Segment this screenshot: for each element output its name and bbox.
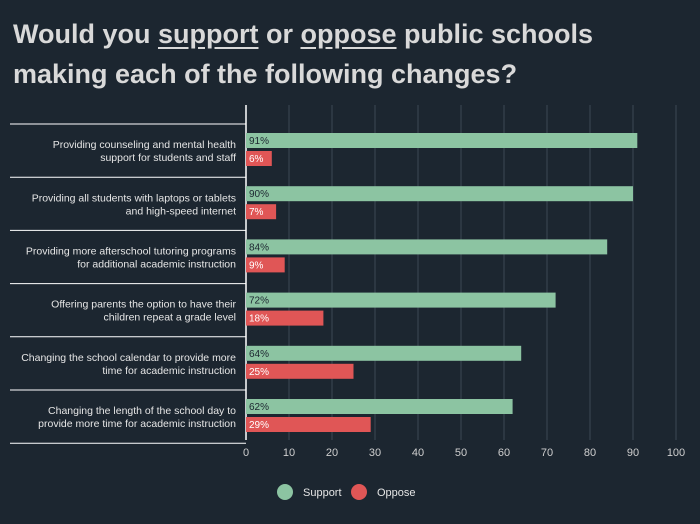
- bar-oppose: [246, 257, 285, 273]
- category-label: Changing the length of the school day to: [48, 405, 236, 417]
- x-tick-label: 80: [584, 447, 596, 459]
- data-label-oppose: 6%: [249, 154, 264, 165]
- bar-layer: 91% 6% 90% 7% 84% 9% 72% 18% 64% 25% 62% 29%: [246, 133, 638, 432]
- x-tick-label: 30: [369, 447, 381, 459]
- data-label-support: 90%: [249, 189, 269, 200]
- data-label-support: 62%: [249, 402, 269, 413]
- bar-oppose: [246, 363, 354, 379]
- category-label: provide more time for academic instructi…: [38, 418, 236, 430]
- category-label: for additional academic instruction: [77, 259, 236, 271]
- data-label-oppose: 29%: [249, 420, 269, 431]
- legend[interactable]: Support Oppose: [277, 484, 416, 500]
- bar-support: [246, 239, 608, 255]
- chart-title: Would you support or oppose public schoo…: [13, 14, 683, 94]
- x-tick-label: 0: [243, 447, 249, 459]
- data-label-oppose: 25%: [249, 367, 269, 378]
- data-label-support: 64%: [249, 349, 269, 360]
- legend-label-oppose[interactable]: Oppose: [377, 487, 416, 499]
- bar-oppose: [246, 151, 272, 166]
- category-label: time for academic instruction: [102, 365, 236, 377]
- data-label-oppose: 18%: [249, 314, 269, 325]
- title-text-1: Would you: [13, 19, 158, 49]
- category-separators: [10, 123, 246, 444]
- category-label: Changing the school calendar to provide …: [21, 352, 236, 364]
- x-tick-label: 70: [541, 447, 553, 459]
- legend-label-support[interactable]: Support: [303, 487, 342, 499]
- category-label: Providing counseling and mental health: [53, 139, 236, 151]
- bar-support: [246, 345, 522, 361]
- bar-oppose: [246, 204, 277, 220]
- category-label: children repeat a grade level: [103, 312, 236, 324]
- data-label-support: 91%: [249, 136, 269, 147]
- bar-support: [246, 399, 513, 414]
- bar-oppose: [246, 417, 371, 432]
- x-tick-label: 90: [627, 447, 639, 459]
- data-label-oppose: 7%: [249, 207, 264, 218]
- x-axis-ticks: 0 10 20 30 40 50 60 70 80 90 100: [243, 447, 685, 459]
- x-tick-label: 10: [283, 447, 295, 459]
- legend-marker-support[interactable]: [277, 484, 293, 500]
- data-label-support: 84%: [249, 242, 269, 253]
- title-text-3: public schools making each of the follow…: [13, 19, 594, 89]
- category-label: Providing more afterschool tutoring prog…: [26, 246, 236, 258]
- x-tick-label: 50: [455, 447, 467, 459]
- grid-layer: [245, 105, 677, 440]
- x-tick-label: 60: [498, 447, 510, 459]
- title-word-support: support: [157, 19, 259, 49]
- data-label-support: 72%: [249, 296, 269, 307]
- category-label: and high-speed internet: [126, 205, 236, 217]
- x-tick-label: 20: [326, 447, 338, 459]
- category-label: Providing all students with laptops or t…: [32, 192, 236, 204]
- category-label: support for students and staff: [100, 152, 236, 164]
- category-labels: Providing counseling and mental healthsu…: [21, 139, 236, 430]
- bar-oppose: [246, 310, 324, 326]
- title-word-oppose: oppose: [300, 19, 397, 49]
- category-label: Offering parents the option to have thei…: [51, 299, 236, 311]
- x-tick-label: 100: [667, 447, 685, 459]
- bar-support: [246, 133, 638, 148]
- bar-support: [246, 292, 556, 308]
- data-label-oppose: 9%: [249, 260, 264, 271]
- x-tick-label: 40: [412, 447, 424, 459]
- bar-support: [246, 186, 633, 202]
- title-text-2: or: [258, 19, 301, 49]
- legend-marker-oppose[interactable]: [351, 484, 367, 500]
